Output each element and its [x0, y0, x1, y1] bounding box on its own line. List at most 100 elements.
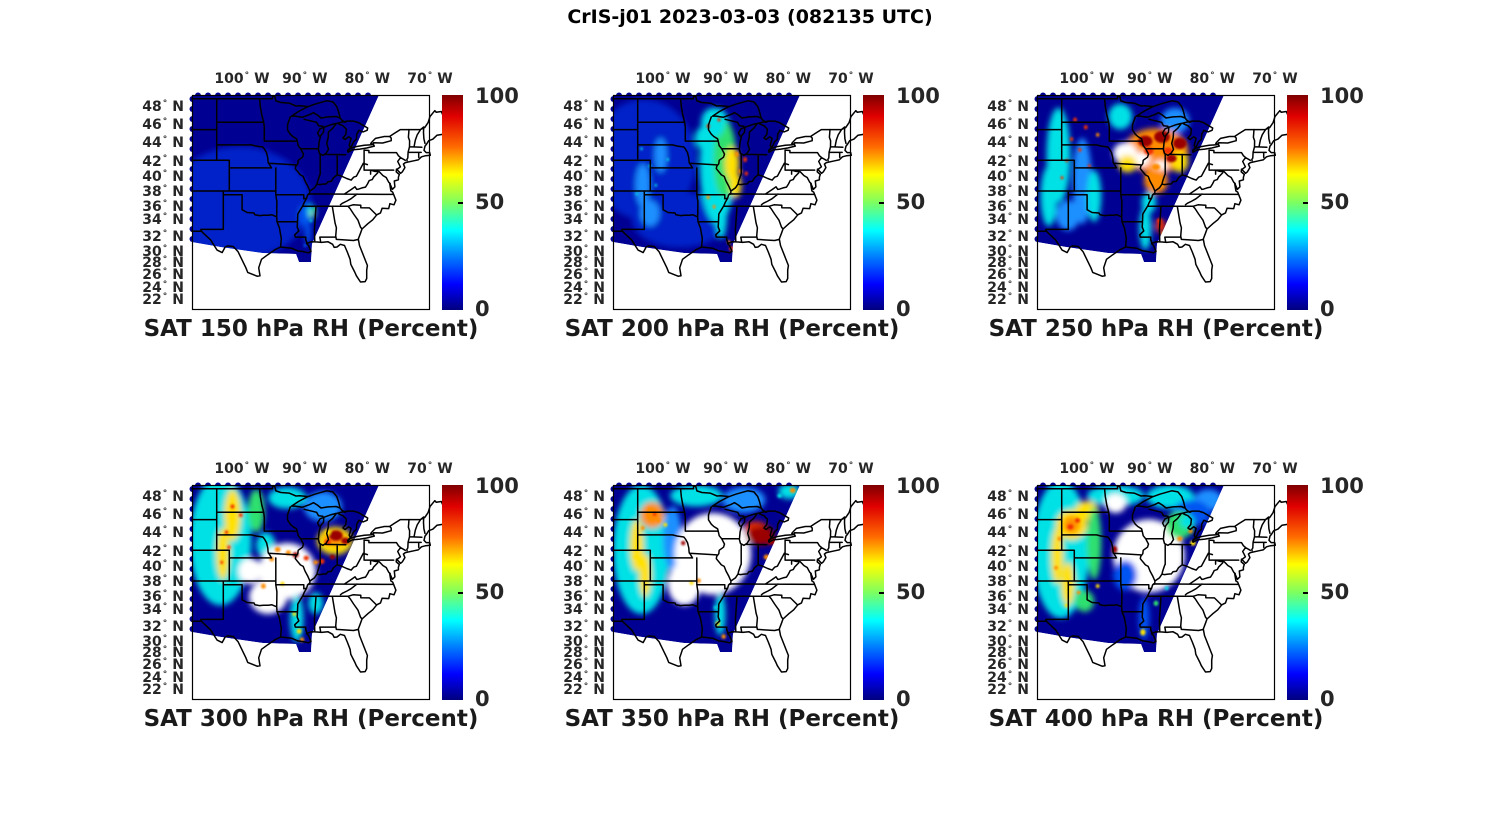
lat-tick-label: 30° N — [987, 243, 1029, 260]
degree-symbol: ° — [162, 633, 168, 644]
lat-tick-label: 46° N — [987, 507, 1029, 524]
degree-symbol: ° — [848, 71, 854, 81]
degree-symbol: ° — [162, 601, 168, 612]
colorbar — [442, 485, 463, 700]
state-outlines — [1036, 485, 1295, 673]
lat-tick-label: 30° N — [142, 633, 184, 650]
degree-symbol: ° — [1007, 633, 1013, 644]
axes-frame — [612, 484, 852, 701]
degree-symbol: ° — [786, 71, 791, 81]
lat-axis: 48° N 46° N 44° N 42° N 40° N 38° N 36° N 34° N 32° N 30° N… — [130, 95, 188, 310]
lat-tick-label: 42° N — [987, 154, 1029, 171]
degree-symbol: ° — [162, 154, 168, 165]
degree-symbol: ° — [1007, 99, 1013, 110]
lon-tick-label: 90° W — [282, 71, 328, 87]
lat-tick-label: 26° N — [563, 266, 605, 283]
lon-tick-label: 100° W — [214, 461, 270, 477]
state-outlines — [191, 485, 450, 673]
degree-symbol: ° — [1007, 681, 1013, 692]
lon-tick-label: 80° W — [765, 71, 812, 87]
map-panel-200 — [610, 92, 871, 311]
lat-tick-label: 46° N — [142, 507, 184, 524]
degree-symbol: ° — [786, 461, 791, 471]
panel-title-300: SAT 300 hPa RH (Percent) — [143, 706, 479, 732]
lat-tick-label: 26° N — [563, 656, 605, 673]
colorbar-tick-label: 0 — [475, 687, 490, 711]
lon-axis: 100° W 90° W 80° W 70° W — [192, 461, 452, 479]
rh-field — [613, 485, 800, 652]
degree-symbol: ° — [162, 670, 168, 681]
colorbar-tick-label: 50 — [475, 580, 505, 604]
lat-tick-label: 34° N — [987, 601, 1029, 618]
lat-tick-label: 38° N — [142, 183, 184, 200]
panel-title-250: SAT 250 hPa RH (Percent) — [988, 316, 1324, 342]
degree-symbol: ° — [365, 461, 370, 471]
lat-tick-label: 28° N — [142, 644, 184, 661]
degree-symbol: ° — [162, 199, 168, 209]
lat-tick-label: 44° N — [142, 524, 184, 541]
lat-tick-label: 36° N — [142, 199, 184, 215]
degree-symbol: ° — [583, 291, 589, 302]
degree-symbol: ° — [583, 199, 589, 209]
lat-tick-label: 22° N — [987, 291, 1029, 308]
degree-symbol: ° — [1210, 461, 1215, 471]
degree-symbol: ° — [583, 99, 589, 110]
colorbar-tick-label: 100 — [896, 84, 940, 108]
degree-symbol: ° — [1007, 644, 1013, 655]
degree-symbol: ° — [1007, 228, 1013, 239]
lat-tick-label: 48° N — [142, 489, 184, 506]
degree-symbol: ° — [1089, 461, 1095, 471]
lat-tick-label: 36° N — [987, 199, 1029, 215]
degree-symbol: ° — [162, 266, 168, 277]
degree-symbol: ° — [583, 644, 589, 655]
lat-tick-label: 34° N — [987, 211, 1029, 228]
degree-symbol: ° — [583, 168, 589, 179]
degree-symbol: ° — [583, 243, 589, 254]
lat-tick-label: 48° N — [142, 99, 184, 116]
lat-tick-label: 40° N — [987, 168, 1029, 185]
rh-field — [192, 485, 379, 652]
colorbar — [863, 95, 884, 310]
degree-symbol: ° — [1007, 254, 1013, 265]
state-outlines — [1036, 95, 1295, 283]
map-panel-300 — [189, 482, 450, 701]
lat-tick-label: 36° N — [563, 589, 605, 605]
degree-symbol: ° — [1272, 71, 1278, 81]
lat-tick-label: 24° N — [563, 670, 605, 687]
degree-symbol: ° — [1147, 461, 1153, 471]
colorbar-tick-label: 50 — [1320, 580, 1350, 604]
lon-tick-label: 100° W — [214, 71, 270, 87]
lat-tick-label: 46° N — [563, 117, 605, 134]
degree-symbol: ° — [1007, 183, 1013, 194]
degree-symbol: ° — [1007, 199, 1013, 209]
panel-title-350: SAT 350 hPa RH (Percent) — [564, 706, 900, 732]
degree-symbol: ° — [583, 558, 589, 569]
degree-symbol: ° — [162, 291, 168, 302]
degree-symbol: ° — [162, 544, 168, 555]
lat-tick-label: 40° N — [142, 168, 184, 185]
map-panel-400 — [1034, 482, 1295, 701]
degree-symbol: ° — [848, 461, 854, 471]
lat-tick-label: 26° N — [142, 266, 184, 283]
state-outlines — [612, 485, 871, 673]
degree-symbol: ° — [583, 589, 589, 599]
lat-tick-label: 30° N — [563, 633, 605, 650]
lat-tick-label: 46° N — [142, 117, 184, 134]
degree-symbol: ° — [665, 71, 671, 81]
lat-tick-label: 32° N — [987, 618, 1029, 635]
degree-symbol: ° — [162, 573, 168, 584]
degree-symbol: ° — [1007, 589, 1013, 599]
lat-tick-label: 26° N — [987, 656, 1029, 673]
degree-symbol: ° — [162, 589, 168, 599]
lat-tick-label: 36° N — [987, 589, 1029, 605]
colorbar — [1287, 95, 1308, 310]
degree-symbol: ° — [162, 644, 168, 655]
degree-symbol: ° — [583, 183, 589, 194]
colorbar-tick-label: 100 — [1320, 84, 1364, 108]
colorbar-tick-label: 100 — [896, 474, 940, 498]
lat-tick-label: 38° N — [563, 573, 605, 590]
lat-tick-label: 38° N — [142, 573, 184, 590]
lat-tick-label: 42° N — [563, 544, 605, 561]
lon-axis: 100° W 90° W 80° W 70° W — [1037, 71, 1297, 89]
lon-tick-label: 70° W — [1252, 71, 1298, 87]
